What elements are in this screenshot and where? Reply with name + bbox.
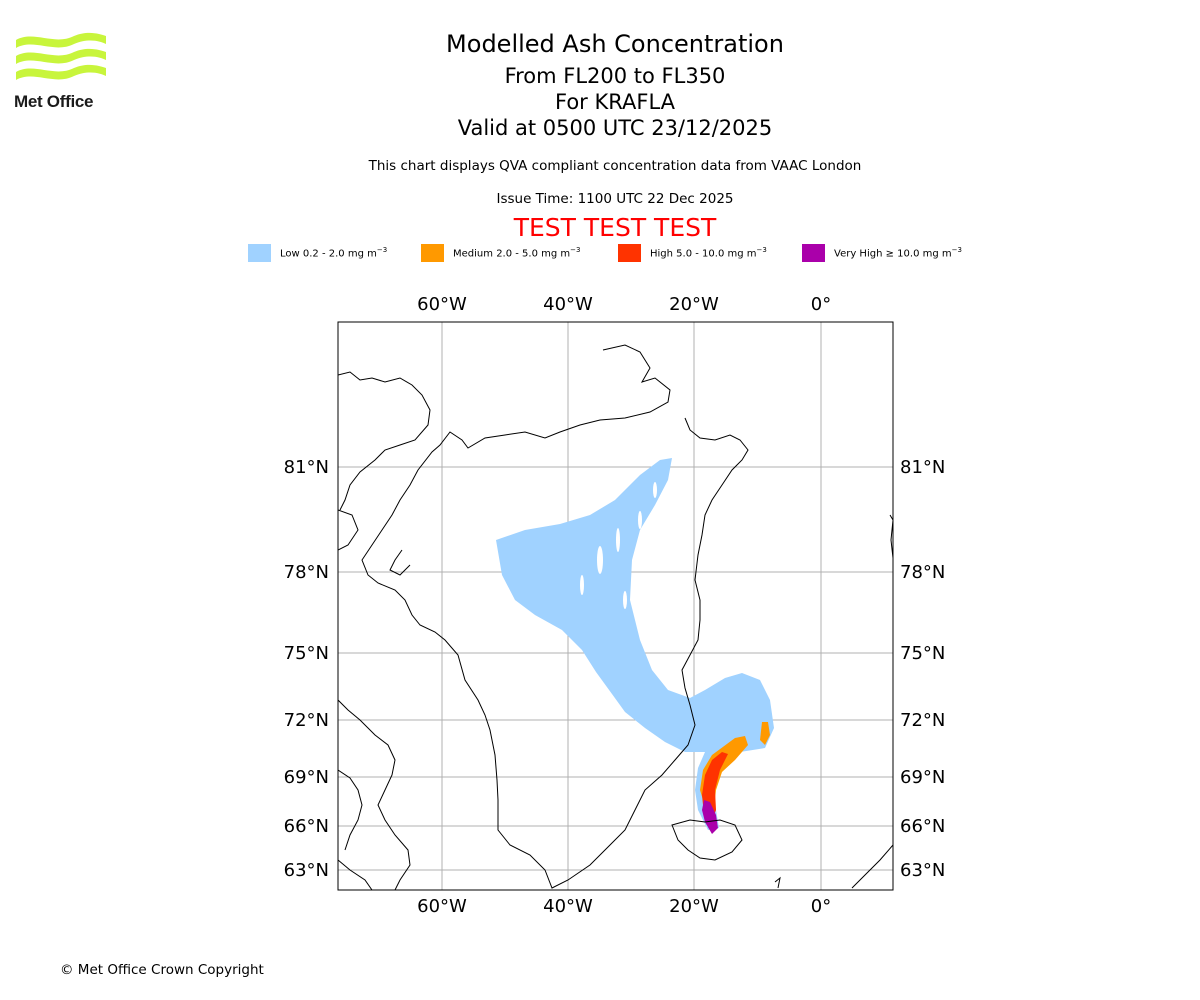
lat-label-left: 66°N [284,816,329,837]
lat-label-right: 69°N [900,767,945,788]
copyright-notice: © Met Office Crown Copyright [60,962,264,978]
volcano-name: For KRAFLA [555,90,675,114]
ash-plume-medium-2 [760,722,770,745]
ash-plume-very-high [702,800,718,834]
legend-level: Medium [453,248,493,260]
lon-label-bottom: 40°W [543,896,593,917]
lat-label-right: 81°N [900,457,945,478]
legend-range: ≥ 10.0 mg m [885,248,952,260]
valid-time: Valid at 0500 UTC 23/12/2025 [457,116,773,140]
lat-label-left: 63°N [284,860,329,881]
flight-level-range: From FL200 to FL350 [504,64,726,88]
lat-label-right: 63°N [900,860,945,881]
legend-range: 0.2 - 2.0 mg m [302,248,377,260]
legend-unit-exponent: −3 [570,246,581,254]
logo-text: Met Office [14,92,94,111]
legend-range: 5.0 - 10.0 mg m [676,248,757,260]
legend-swatch-high [618,244,641,262]
lon-label-bottom: 60°W [417,896,467,917]
legend-swatch-very-high [802,244,825,262]
coastline-canada [338,371,431,511]
lat-label-left: 72°N [284,710,329,731]
lon-label-bottom: 0° [811,896,831,917]
lat-label-left: 78°N [284,562,329,583]
chart-description: This chart displays QVA compliant concen… [368,158,862,174]
test-banner: TEST TEST TEST [513,213,717,242]
met-office-logo: Met Office [14,30,110,112]
legend-unit-exponent: −3 [376,246,388,254]
lon-label-bottom: 20°W [669,896,719,917]
legend-range: 2.0 - 5.0 mg m [496,248,571,260]
legend-unit-exponent: −3 [951,246,962,254]
legend-level: High [650,248,673,260]
coastline-iceland [671,819,743,861]
lat-label-left: 75°N [284,643,329,664]
met-office-waves-icon [16,32,106,80]
lon-label-top: 40°W [543,294,593,315]
chart-title: Modelled Ash Concentration [446,30,784,58]
lon-label-top: 60°W [417,294,467,315]
coastlines [338,344,893,890]
issue-time: Issue Time: 1100 UTC 22 Dec 2025 [496,191,734,207]
lat-label-right: 78°N [900,562,945,583]
lat-label-left: 69°N [284,767,329,788]
map-content [338,322,893,890]
lat-label-right: 75°N [900,643,945,664]
legend-level: Low [280,248,300,260]
map-frame [337,321,894,891]
legend-unit-exponent: −3 [756,246,767,254]
lat-label-right: 72°N [900,710,945,731]
plume-gaps [580,482,657,609]
lat-label-right: 66°N [900,816,945,837]
coastline-greenland [361,344,749,889]
legend-swatch-low [248,244,271,262]
lon-label-top: 20°W [669,294,719,315]
ash-plume-low [496,458,774,830]
lon-label-top: 0° [811,294,831,315]
legend-level: Very High [834,248,883,260]
lat-label-left: 81°N [284,457,329,478]
legend-swatch-medium [421,244,444,262]
